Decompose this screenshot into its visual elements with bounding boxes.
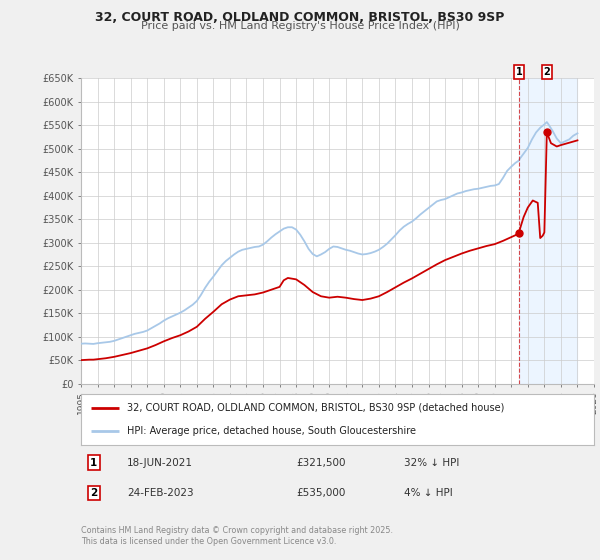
Text: 2: 2 bbox=[544, 67, 550, 77]
Text: £535,000: £535,000 bbox=[296, 488, 346, 498]
Text: 1: 1 bbox=[515, 67, 522, 77]
Text: 4% ↓ HPI: 4% ↓ HPI bbox=[404, 488, 453, 498]
Bar bbox=[519, 78, 577, 384]
Text: Price paid vs. HM Land Registry's House Price Index (HPI): Price paid vs. HM Land Registry's House … bbox=[140, 21, 460, 31]
Text: 24-FEB-2023: 24-FEB-2023 bbox=[127, 488, 194, 498]
Text: HPI: Average price, detached house, South Gloucestershire: HPI: Average price, detached house, Sout… bbox=[127, 426, 416, 436]
Text: 32% ↓ HPI: 32% ↓ HPI bbox=[404, 458, 460, 468]
Text: 32, COURT ROAD, OLDLAND COMMON, BRISTOL, BS30 9SP (detached house): 32, COURT ROAD, OLDLAND COMMON, BRISTOL,… bbox=[127, 403, 505, 413]
Text: 2: 2 bbox=[90, 488, 97, 498]
Text: 18-JUN-2021: 18-JUN-2021 bbox=[127, 458, 193, 468]
Text: 1: 1 bbox=[90, 458, 97, 468]
Text: 32, COURT ROAD, OLDLAND COMMON, BRISTOL, BS30 9SP: 32, COURT ROAD, OLDLAND COMMON, BRISTOL,… bbox=[95, 11, 505, 24]
Text: £321,500: £321,500 bbox=[296, 458, 346, 468]
Text: Contains HM Land Registry data © Crown copyright and database right 2025.
This d: Contains HM Land Registry data © Crown c… bbox=[81, 526, 393, 546]
